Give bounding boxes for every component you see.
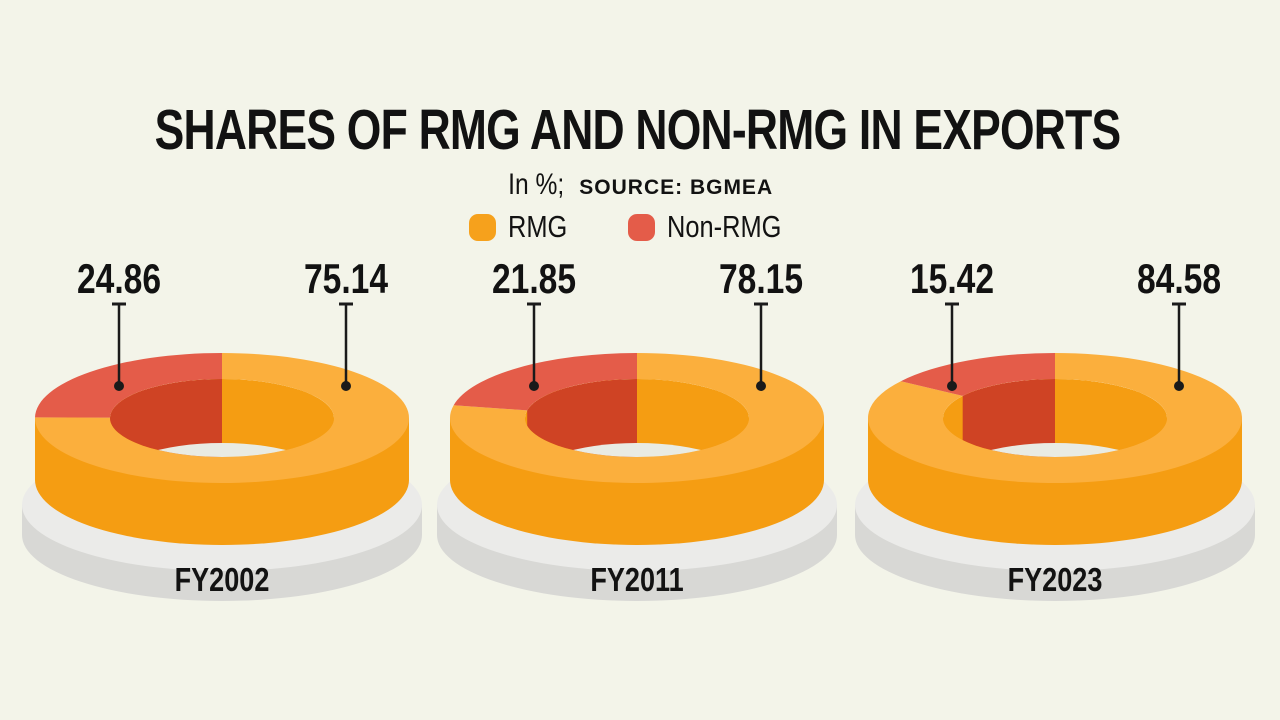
donut-3d-fy2023 — [855, 302, 1255, 601]
value-label-rmg: 78.15 — [718, 255, 804, 302]
donut-chart-fy2011: 21.85 78.15 FY2011 — [427, 258, 847, 658]
value-label-non-rmg: 15.42 — [909, 255, 995, 302]
year-label-fy2002: FY2002 — [174, 561, 270, 598]
legend-label-rmg: RMG — [507, 209, 567, 244]
legend: RMG Non-RMG — [0, 209, 1275, 245]
chart-subtitle: In %; SOURCE: BGMEA — [0, 168, 1275, 202]
year-label-fy2023: FY2023 — [1007, 561, 1103, 598]
value-label-rmg: 84.58 — [1136, 255, 1222, 302]
chart-title: SHARES OF RMG AND NON-RMG IN EXPORTS — [154, 98, 1122, 162]
donut-3d-fy2011 — [437, 302, 837, 601]
donut-chart-fy2023: 15.42 84.58 FY2023 — [845, 258, 1265, 658]
donut-3d-fy2002 — [22, 302, 422, 601]
source-label: SOURCE: BGMEA — [579, 176, 774, 199]
legend-item-rmg: RMG — [468, 209, 580, 245]
value-label-non-rmg: 21.85 — [491, 255, 577, 302]
legend-label-non-rmg: Non-RMG — [666, 209, 782, 244]
rmg-swatch-icon — [468, 213, 496, 241]
value-label-non-rmg: 24.86 — [76, 255, 162, 302]
year-label-fy2011: FY2011 — [590, 561, 684, 598]
non-rmg-swatch-icon — [627, 213, 655, 241]
donut-chart-fy2002: 24.86 75.14 FY2002 — [12, 258, 432, 658]
legend-item-non-rmg: Non-RMG — [627, 209, 807, 245]
value-label-rmg: 75.14 — [303, 255, 389, 302]
unit-label: In %; — [508, 168, 565, 201]
